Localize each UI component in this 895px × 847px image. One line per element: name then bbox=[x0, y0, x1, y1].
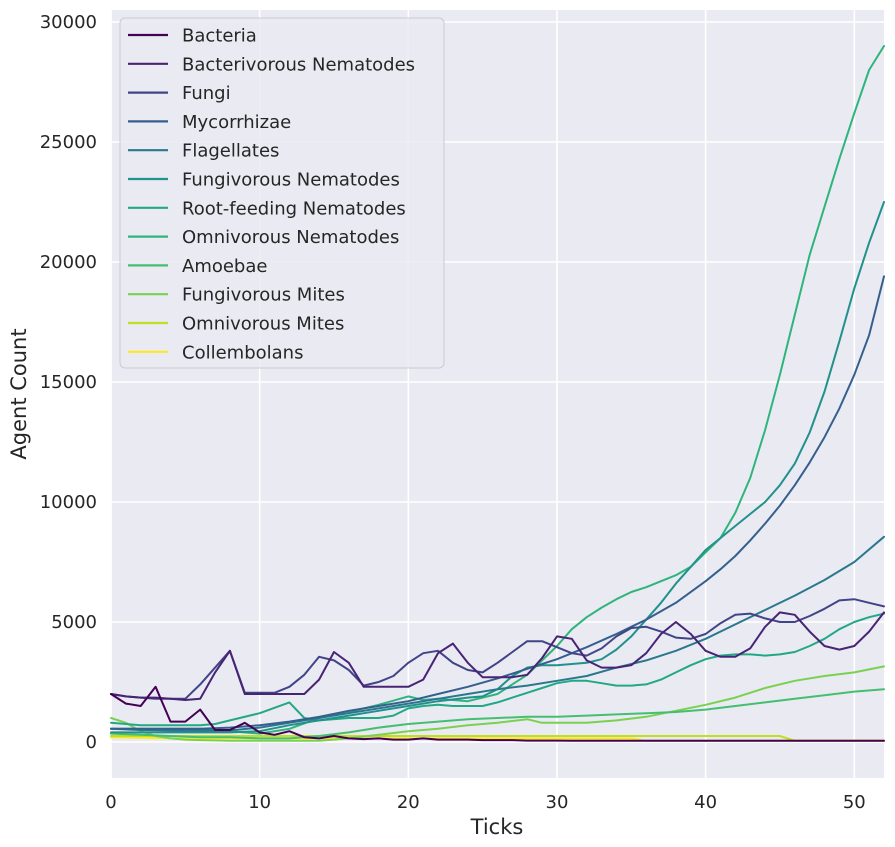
legend: Bacteria Bacterivorous Nematodes Fungi Myco… bbox=[119, 17, 445, 369]
series-line-bacteria bbox=[110, 685, 885, 742]
series-line-fungivorous-nematodes bbox=[110, 201, 885, 734]
series-line-bacterivorous-nematodes bbox=[110, 611, 885, 701]
legend-label: Bacterivorous Nematodes bbox=[182, 54, 415, 75]
series-line-omnivorous-nematodes bbox=[110, 45, 885, 735]
y-tick-label: 0 bbox=[86, 732, 97, 753]
legend-label: Omnivorous Mites bbox=[182, 314, 344, 335]
legend-label: Flagellates bbox=[182, 141, 279, 162]
legend-box bbox=[119, 17, 445, 369]
y-tick-label: 30000 bbox=[40, 12, 97, 33]
series-lines bbox=[110, 45, 885, 742]
series-line-root-feeding-nematodes bbox=[110, 612, 885, 727]
x-tick-label: 0 bbox=[105, 792, 116, 813]
x-tick-label: 20 bbox=[397, 792, 420, 813]
series-line-mycorrhizae bbox=[110, 275, 885, 730]
legend-label: Amoebae bbox=[182, 256, 267, 277]
series-line-amoebae bbox=[110, 688, 885, 740]
legend-label: Collembolans bbox=[182, 342, 303, 363]
tick-labels: 0 10 20 30 40 50 0 5000 10000 15000 20000 25000 3000… bbox=[40, 12, 866, 813]
y-tick-label: 15000 bbox=[40, 372, 97, 393]
x-axis-label: Ticks bbox=[470, 815, 524, 839]
x-tick-label: 50 bbox=[843, 792, 866, 813]
legend-label: Fungi bbox=[182, 83, 231, 104]
y-tick-label: 5000 bbox=[51, 612, 97, 633]
x-tick-label: 30 bbox=[546, 792, 569, 813]
y-axis-label: Agent Count bbox=[7, 328, 31, 459]
legend-label: Bacteria bbox=[182, 26, 257, 47]
y-tick-label: 25000 bbox=[40, 132, 97, 153]
legend-label: Omnivorous Nematodes bbox=[182, 227, 399, 248]
series-line-fungivorous-mites bbox=[110, 665, 885, 742]
legend-label: Root-feeding Nematodes bbox=[182, 198, 406, 219]
legend-label: Fungivorous Nematodes bbox=[182, 170, 400, 191]
legend-label: Mycorrhizae bbox=[182, 112, 291, 133]
legend-label: Fungivorous Mites bbox=[182, 285, 345, 306]
x-tick-label: 10 bbox=[248, 792, 271, 813]
x-tick-label: 40 bbox=[694, 792, 717, 813]
y-tick-label: 10000 bbox=[40, 492, 97, 513]
y-tick-label: 20000 bbox=[40, 252, 97, 273]
series-line-omnivorous-mites bbox=[110, 735, 885, 742]
